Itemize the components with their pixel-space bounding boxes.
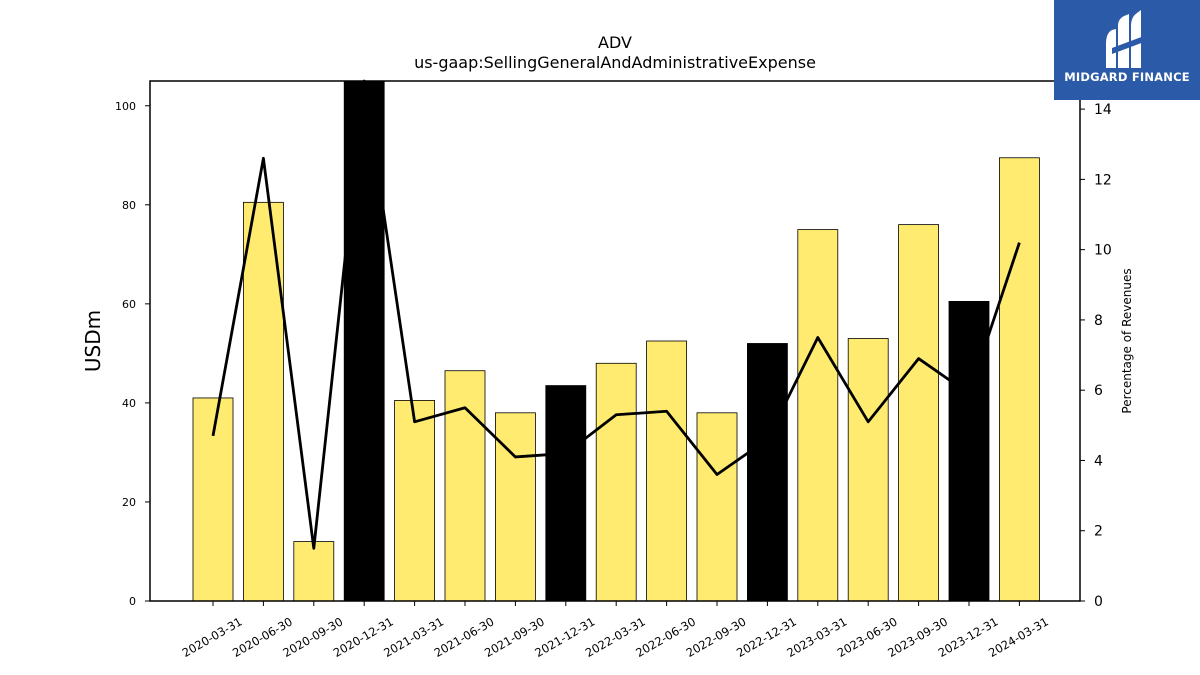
chart-subtitle: us-gaap:SellingGeneralAndAdministrativeE… [414,53,816,72]
bar-2021-06-30 [444,370,486,602]
y2-tick-label-14: 14 [1094,102,1112,118]
y-tick-label-40: 40 [122,397,136,410]
y2-tick-label-10: 10 [1094,243,1112,259]
bar-2023-03-31 [797,229,839,602]
plot-frame [149,80,1081,602]
bar-2021-12-31 [545,385,587,602]
y-axis-label: USDm [81,310,105,372]
y-tick-label-80: 80 [122,199,136,212]
y-tick-label-60: 60 [122,298,136,311]
y2-tick-label-2: 2 [1094,524,1103,540]
y2-tick-label-0: 0 [1094,594,1103,610]
bar-2022-12-31 [747,343,788,602]
y2-axis-label: Percentage of Revenues [1120,268,1134,413]
bar-2020-12-31 [343,80,385,602]
y2-tick-label-12: 12 [1094,172,1112,188]
bar-2022-06-30 [646,340,687,602]
midgard-finance-logo: MIDGARD FINANCE [1054,0,1200,100]
bar-2022-03-31 [595,362,637,602]
bar-2023-12-31 [948,300,990,602]
logo-mark-icon [1106,10,1144,68]
bar-2021-03-31 [394,400,436,602]
y2-tick-label-8: 8 [1094,313,1103,329]
bar-2023-09-30 [898,224,939,602]
percentage-line [211,79,1021,550]
y2-tick-label-6: 6 [1094,383,1103,399]
y-tick-label-0: 0 [129,595,136,608]
bar-2023-06-30 [847,338,889,602]
y2-tick-label-4: 4 [1094,453,1103,469]
bar-2024-03-31 [999,157,1040,602]
chart-title: ADV [598,33,632,52]
bar-2020-09-30 [293,541,335,602]
y-tick-label-100: 100 [115,100,136,113]
y-tick-label-20: 20 [122,496,136,509]
bar-2021-09-30 [494,412,536,602]
logo-text: MIDGARD FINANCE [1064,70,1190,84]
bar-2022-09-30 [696,412,738,602]
